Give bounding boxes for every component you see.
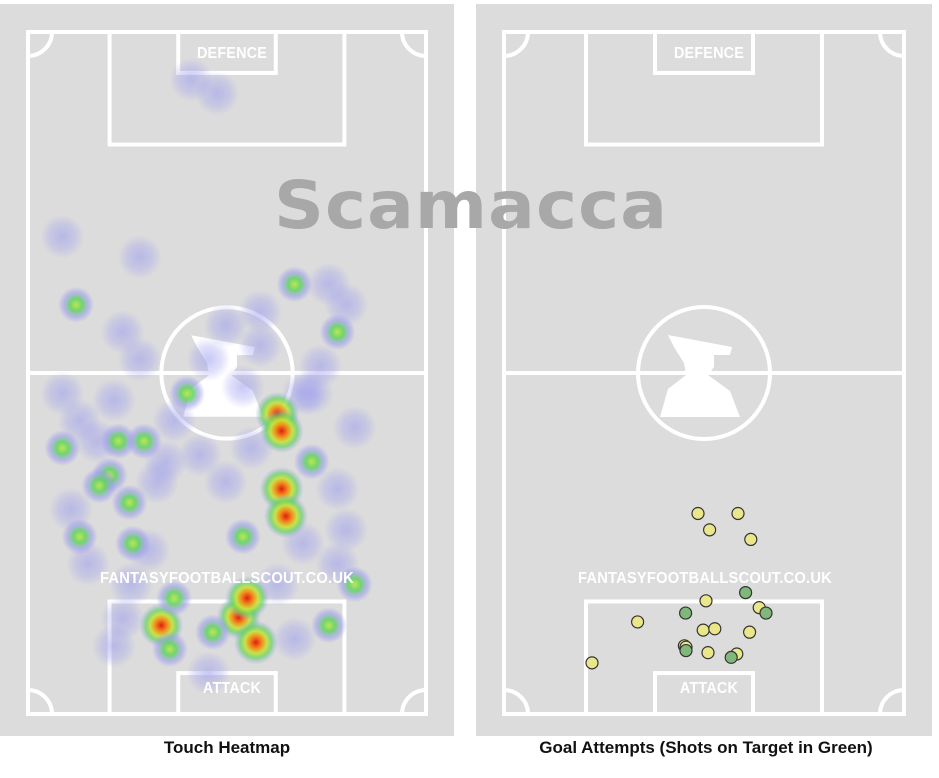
- heat-spot-high: [263, 494, 308, 539]
- defence-label: DEFENCE: [196, 45, 268, 62]
- player-name-title: Scamacca: [274, 167, 669, 244]
- goal-attempts-panel: DEFENCE FANTASYFOOTBALLSCOUT.CO.UK ATTAC…: [476, 4, 932, 736]
- shot-point: [631, 615, 645, 629]
- shot-point: [703, 523, 717, 537]
- attack-label: ATTACK: [679, 680, 739, 697]
- heat-spot-high: [233, 620, 278, 665]
- heatmap-caption: Touch Heatmap: [163, 738, 291, 757]
- shot-point: [743, 625, 757, 639]
- heat-spot-low: [91, 623, 136, 668]
- corner-arc: [400, 31, 427, 58]
- heatmap-layer: [40, 57, 377, 696]
- centre-logo: [660, 335, 740, 417]
- shot-point: [696, 623, 710, 637]
- corner-arc: [503, 31, 530, 58]
- corner-arc: [400, 688, 427, 715]
- heat-spot-mid: [224, 518, 261, 555]
- shot-point: [691, 506, 705, 521]
- pitch-markings: [26, 30, 428, 717]
- defence-label: DEFENCE: [673, 45, 745, 62]
- shot-on-target-point: [724, 650, 738, 664]
- heat-spot-mid: [293, 443, 330, 480]
- goal-attempts-caption: Goal Attempts (Shots on Target in Green): [539, 738, 873, 757]
- shot-point: [699, 594, 713, 608]
- defence-six-yard-box: [176, 30, 278, 75]
- heat-spot-low: [315, 466, 360, 511]
- heat-spot-low: [186, 651, 231, 696]
- heat-spot-low: [186, 337, 231, 382]
- heat-spot-mid: [276, 266, 313, 303]
- shots-layer: [585, 506, 773, 670]
- heat-spot-high: [225, 576, 270, 621]
- heat-spot-low: [324, 507, 369, 552]
- shot-point: [701, 646, 715, 660]
- heat-spot-low: [238, 323, 283, 368]
- attack-six-yard-box: [653, 671, 755, 717]
- corner-arc: [503, 688, 530, 715]
- corner-arc: [27, 688, 54, 715]
- shot-on-target-point: [679, 606, 693, 620]
- shot-point: [744, 532, 758, 547]
- shot-point: [731, 506, 745, 521]
- heat-spot-high: [259, 408, 304, 453]
- heat-spot-low: [40, 214, 85, 259]
- corner-arc: [878, 31, 905, 58]
- heat-spot-mid: [319, 314, 356, 351]
- centre-circle: [636, 305, 772, 441]
- heat-spot-low: [332, 405, 377, 450]
- shot-on-target-point: [679, 643, 693, 658]
- shot-on-target-point: [739, 586, 753, 600]
- heat-spot-mid: [58, 286, 95, 323]
- heat-spot-low: [195, 71, 240, 116]
- heat-spot-mid: [81, 467, 118, 504]
- corner-arc: [27, 31, 54, 58]
- heat-spot-low: [109, 562, 154, 607]
- heat-spot-mid: [111, 484, 148, 521]
- heat-spot-mid: [100, 423, 137, 460]
- goal-attempts-pitch: [476, 4, 932, 736]
- heat-spot-mid: [156, 580, 193, 617]
- heat-spot-mid: [310, 607, 347, 644]
- heat-spot-low: [238, 289, 283, 334]
- heat-spot-mid: [169, 375, 206, 412]
- shot-point: [585, 656, 599, 670]
- heat-spot-mid: [44, 430, 81, 467]
- heat-spot-low: [117, 235, 162, 280]
- corner-arc: [878, 688, 905, 715]
- watermark-text: FANTASYFOOTBALLSCOUT.CO.UK: [100, 570, 354, 587]
- silhouette-icon: [660, 335, 740, 417]
- heat-spot-low: [91, 378, 136, 423]
- defence-six-yard-box: [653, 30, 755, 75]
- touch-heatmap-panel: DEFENCE FANTASYFOOTBALLSCOUT.CO.UK ATTAC…: [0, 4, 454, 736]
- heat-spot-low: [203, 303, 248, 348]
- heat-spot-mid: [61, 518, 98, 555]
- heat-spot-mid: [114, 525, 151, 562]
- heat-spot-low: [289, 371, 334, 416]
- heat-spot-mid: [151, 631, 188, 668]
- attack-label: ATTACK: [202, 680, 262, 697]
- heat-spot-low: [220, 364, 265, 409]
- heat-spot-low: [117, 337, 162, 382]
- heat-spot-mid: [336, 566, 373, 603]
- heat-spot-mid: [126, 423, 163, 460]
- heat-spot-mid: [194, 614, 231, 651]
- heat-spot-low: [272, 616, 317, 661]
- touch-heatmap-pitch: [0, 4, 454, 736]
- shot-point: [708, 622, 722, 636]
- shot-on-target-point: [759, 606, 773, 620]
- watermark-text: FANTASYFOOTBALLSCOUT.CO.UK: [578, 570, 832, 587]
- heat-spot-low: [203, 460, 248, 505]
